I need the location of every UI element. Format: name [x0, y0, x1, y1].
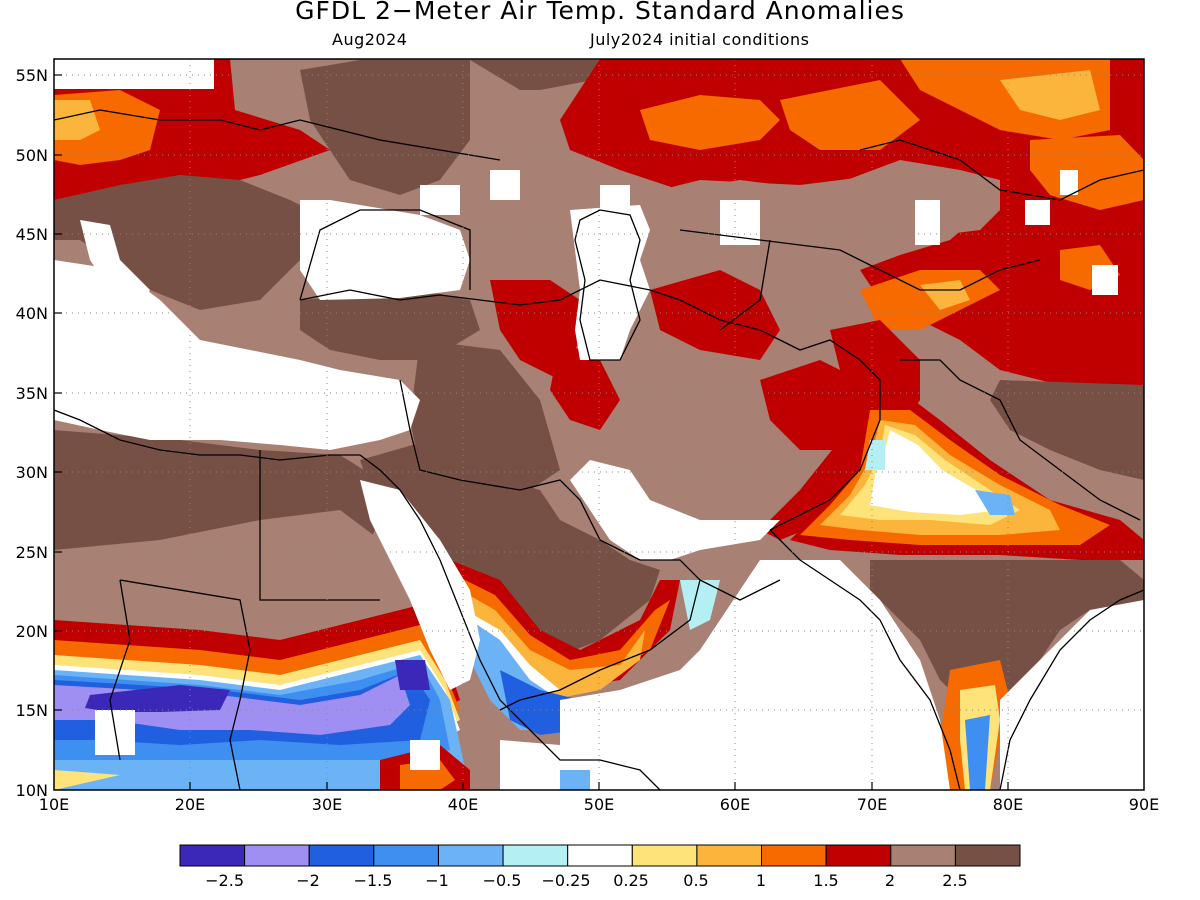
legend-swatch	[244, 844, 310, 867]
lon-label: 50E	[584, 795, 614, 814]
lat-label: 10N	[16, 781, 48, 800]
legend-swatch	[373, 844, 439, 867]
lat-label: 50N	[16, 146, 48, 165]
anomaly-field	[54, 59, 1144, 790]
legend-label: 0.25	[613, 871, 649, 890]
lon-label: 30E	[312, 795, 342, 814]
forecast-month: Aug2024	[332, 30, 408, 49]
lat-label: 35N	[16, 384, 48, 403]
legend-swatch	[696, 844, 763, 867]
lon-label: 40E	[448, 795, 478, 814]
lat-labels: 55N 50N 45N 40N 35N 30N 25N 20N 15N 10N	[16, 66, 48, 800]
lat-label: 20N	[16, 622, 48, 641]
legend-swatch	[179, 844, 246, 867]
legend-label: −1	[425, 871, 449, 890]
legend-label: −2.5	[205, 871, 244, 890]
lon-label: 90E	[1129, 795, 1159, 814]
lat-label: 30N	[16, 463, 48, 482]
legend-label: 1	[756, 871, 766, 890]
legend-swatch	[825, 844, 892, 867]
legend-swatch	[502, 844, 569, 867]
legend-label: 2.5	[942, 871, 967, 890]
legend-swatch	[631, 844, 698, 867]
legend-label: 1.5	[813, 871, 838, 890]
legend-label: 2	[885, 871, 895, 890]
legend-swatch	[761, 844, 827, 867]
legend-labels: −2.5 −2 −1.5 −1 −0.5 −0.25 0.25 0.5 1 1.…	[205, 871, 968, 890]
initial-conditions: July2024 initial conditions	[590, 30, 810, 49]
lon-label: 20E	[175, 795, 205, 814]
legend-label: −0.5	[483, 871, 522, 890]
legend-swatch	[438, 844, 504, 867]
page-title: GFDL 2−Meter Air Temp. Standard Anomalie…	[295, 0, 905, 25]
lon-label: 80E	[993, 795, 1023, 814]
lat-label: 55N	[16, 66, 48, 85]
lon-label: 70E	[857, 795, 887, 814]
country-borders	[54, 109, 1144, 790]
legend-label: −2	[296, 871, 320, 890]
lat-label: 15N	[16, 701, 48, 720]
legend-swatches	[179, 844, 1021, 867]
legend-label: −0.25	[541, 871, 590, 890]
lon-label: 10E	[39, 795, 69, 814]
lat-label: 45N	[16, 225, 48, 244]
legend-label: −1.5	[354, 871, 393, 890]
legend-swatch	[308, 844, 375, 867]
legend-swatch	[890, 844, 956, 867]
color-legend: −2.5 −2 −1.5 −1 −0.5 −0.25 0.25 0.5 1 1.…	[179, 844, 1021, 890]
lon-labels: 10E 20E 30E 40E 50E 60E 70E 80E 90E	[39, 795, 1159, 814]
legend-swatch	[954, 844, 1021, 867]
lat-label: 25N	[16, 543, 48, 562]
lat-label: 40N	[16, 304, 48, 323]
lon-label: 60E	[720, 795, 750, 814]
legend-label: 0.5	[683, 871, 708, 890]
legend-swatch	[567, 844, 633, 867]
tick-marks	[54, 74, 1009, 790]
